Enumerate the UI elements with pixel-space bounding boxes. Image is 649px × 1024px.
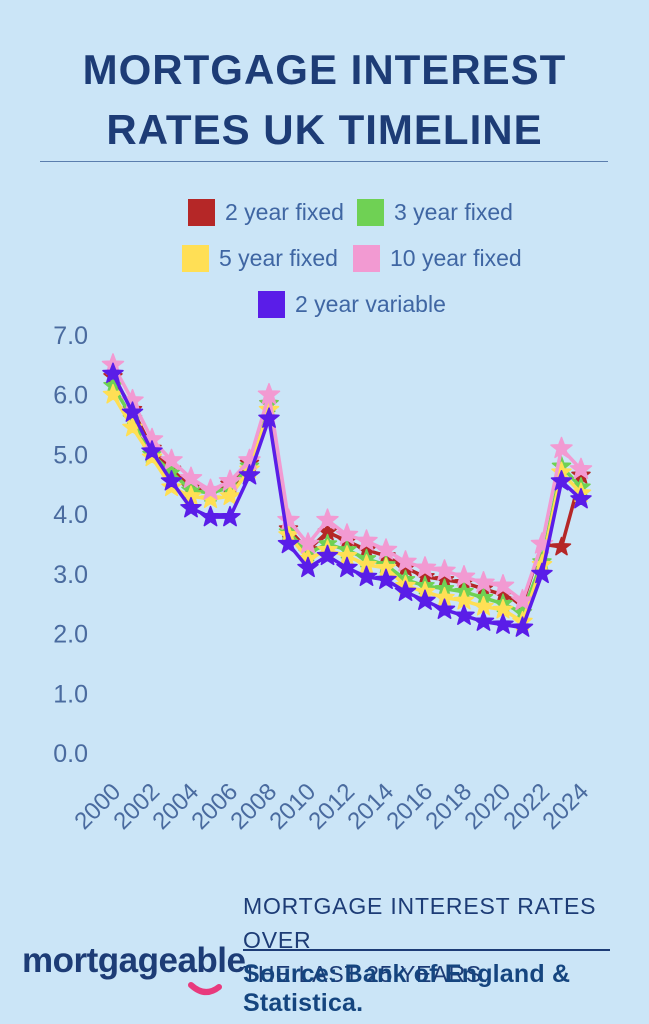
legend-swatch-2-year-variable [258,291,285,318]
legend-swatch-2-year-fixed [188,199,215,226]
y-axis-tick-label: 4.0 [53,501,88,529]
legend-item-2-year-fixed: 2 year fixed [188,199,344,226]
page-title-line-2: RATES UK TIMELINE [106,106,543,153]
y-axis-tick-label: 6.0 [53,382,88,410]
logo-smile-icon [188,982,222,995]
series-line-5-year-fixed [111,392,583,624]
footer-caption-line-2: THE LAST 25 YEARS. [243,961,490,987]
y-axis-tick-label: 5.0 [53,441,88,469]
page-title: MORTGAGE INTEREST RATES UK TIMELINE [0,40,649,160]
legend-label-5-year-fixed: 5 year fixed [219,245,338,271]
y-axis-tick-label: 3.0 [53,561,88,589]
y-axis-tick-label: 0.0 [53,740,88,768]
legend-item-3-year-fixed: 3 year fixed [357,199,513,226]
legend-item-5-year-fixed: 5 year fixed [182,245,338,272]
series-markers-3-year-fixed [103,375,591,622]
footer-source: Source: Bank of England & Statistica. [243,960,571,1017]
legend-item-10-year-fixed: 10 year fixed [353,245,522,272]
y-axis-tick-label: 7.0 [53,322,88,350]
legend-swatch-10-year-fixed [353,245,380,272]
y-axis-tick-label: 2.0 [53,621,88,649]
legend-swatch-3-year-fixed [357,199,384,226]
series-markers-2-year-variable [102,362,592,637]
brand-logo: mortgageable [22,941,246,995]
brand-logo-text: mortgageable [22,941,246,980]
y-axis-tick-label: 1.0 [53,680,88,708]
title-divider [40,161,608,162]
footer-divider [243,949,610,951]
footer-caption: MORTGAGE INTEREST RATES OVER THE LAST 25… [243,889,623,991]
legend-item-2-year-variable: 2 year variable [258,291,446,318]
series-line-2-year-variable [111,372,583,630]
page-title-line-1: MORTGAGE INTEREST [82,46,567,93]
footer-caption-line-1: MORTGAGE INTEREST RATES OVER [243,893,597,953]
legend-label-3-year-fixed: 3 year fixed [394,199,513,225]
legend-label-2-year-fixed: 2 year fixed [225,199,344,225]
x-axis-tick-label: 2024 [537,778,594,835]
series-markers-5-year-fixed [102,383,592,631]
legend-swatch-5-year-fixed [182,245,209,272]
legend-label-10-year-fixed: 10 year fixed [390,245,522,271]
legend-label-2-year-variable: 2 year variable [295,291,446,317]
